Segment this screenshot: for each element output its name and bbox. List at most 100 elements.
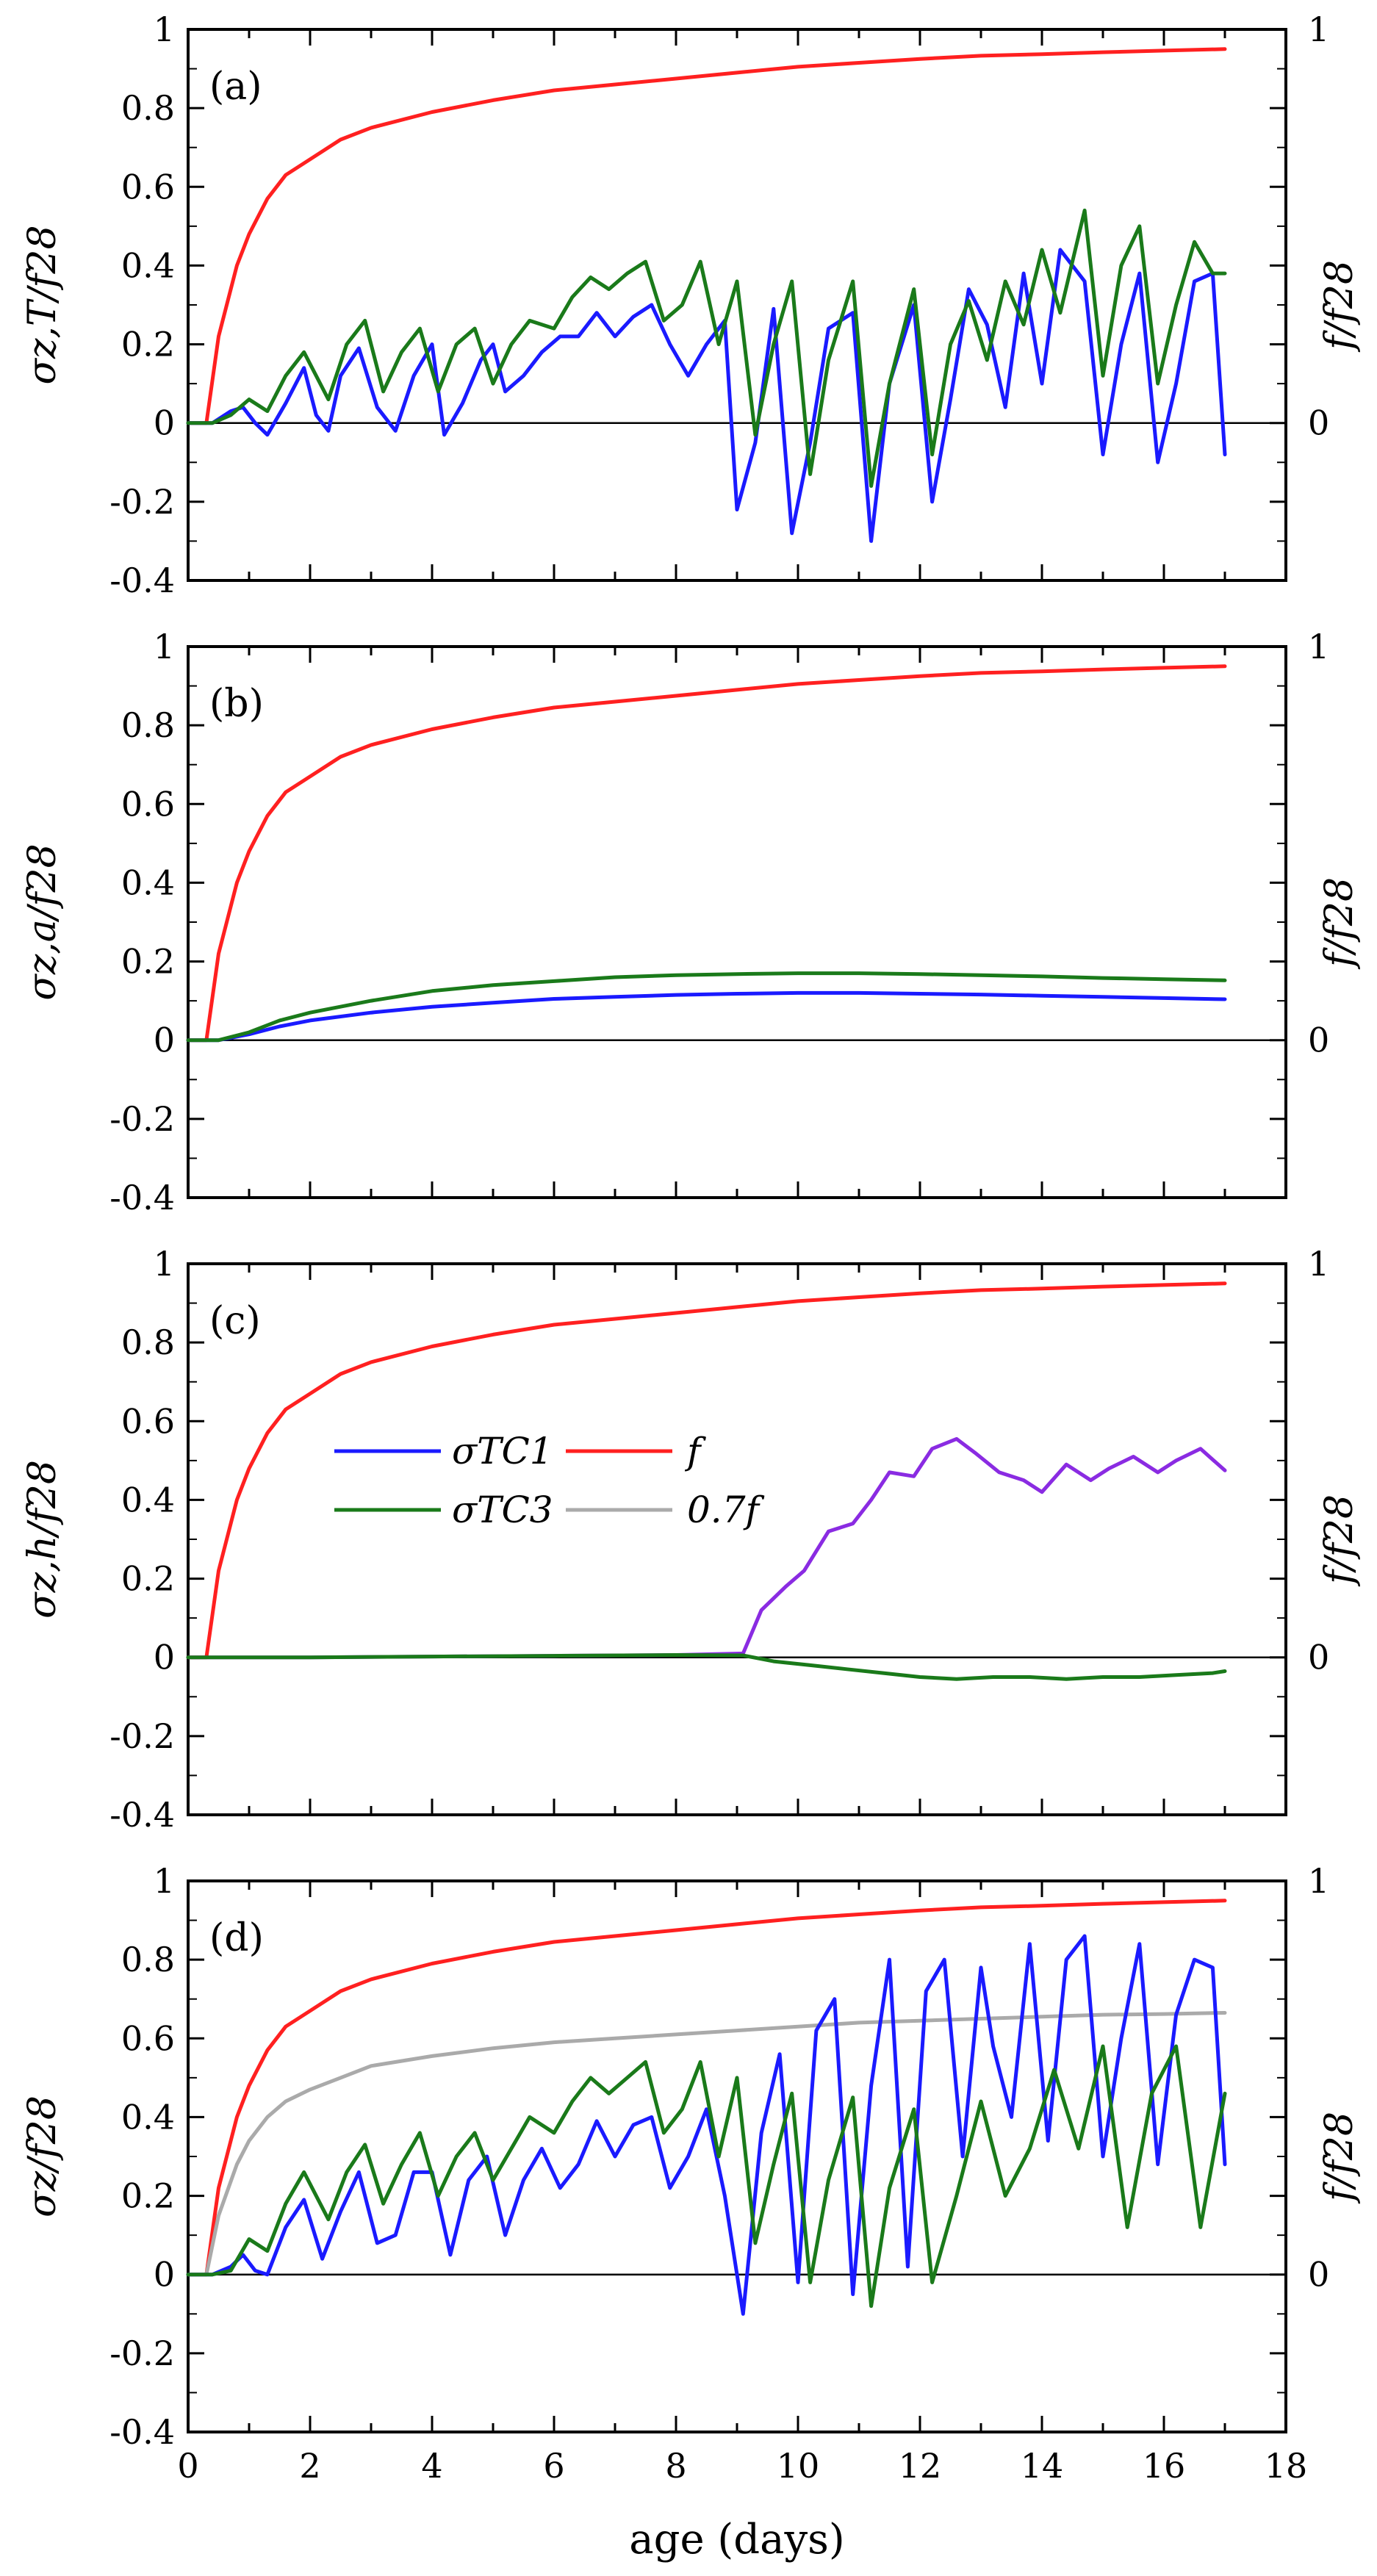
panel-b-yticks: 1 0.8 0.6 0.4 0.2 0 -0.2 -0.4 xyxy=(109,627,1286,1217)
panel-b-ytick-label: -0.4 xyxy=(109,1178,175,1217)
xtick-label: 14 xyxy=(1021,2446,1064,2486)
panel-b-ytick-label: 0.8 xyxy=(121,705,175,745)
panel-d-ytick-label: 0.4 xyxy=(121,2097,175,2137)
xtick-label: 6 xyxy=(543,2446,564,2486)
panel-a-ytick-label: -0.4 xyxy=(109,561,175,600)
xtick-label: 4 xyxy=(421,2446,442,2486)
legend: σTC1 f σTC3 0.7f xyxy=(334,1430,765,1531)
panel-d-ytick-label: 0.2 xyxy=(121,2176,175,2216)
panel-d-xtick-labels: 0 2 4 6 8 10 12 14 16 18 xyxy=(177,2446,1307,2486)
panel-d-series-sigma-tc1 xyxy=(186,1934,1227,2316)
panel-c: (c) σz,h/f28 f/f28 1 0.8 0.6 0.4 0.2 0 -0.2 -0.… xyxy=(21,1244,1362,1835)
panel-c-ytick-label: 0.8 xyxy=(121,1323,175,1362)
panel-d-yticks: 1 0.8 0.6 0.4 0.2 0 -0.2 -0.4 xyxy=(109,1861,1286,2452)
panel-b-xticks xyxy=(187,647,1287,1198)
panel-b-ytick-label: 0 xyxy=(154,1021,175,1060)
panel-d-xticks xyxy=(187,1881,1287,2432)
panel-d-frame xyxy=(187,1879,1287,2433)
panel-c-series-f xyxy=(186,1281,1227,1660)
panel-d-ytick-label: 0 xyxy=(154,2255,175,2295)
panel-b-ytick-label: -0.2 xyxy=(109,1099,175,1139)
panel-d-right-tick-label: 1 xyxy=(1308,1861,1329,1901)
panel-b-right-ticks: 10 xyxy=(1308,627,1329,1060)
xtick-label: 0 xyxy=(177,2446,198,2486)
panel-c-ytick-label: 0.4 xyxy=(121,1480,175,1519)
panel-a-ylabel-right: f/f28 xyxy=(1317,260,1362,353)
panel-b-series-sigma-tc1 xyxy=(186,990,1227,1043)
panel-c-series xyxy=(186,1281,1227,1681)
panel-b-series-f xyxy=(186,664,1227,1043)
panel-c-ytick-label: 0.2 xyxy=(121,1559,175,1599)
panel-d-label: (d) xyxy=(209,1916,264,1960)
panel-d-right-tick-label: 0 xyxy=(1308,2255,1329,2295)
panel-d-ylabel: σz/f28 xyxy=(21,2095,65,2217)
panel-c-series-purple xyxy=(186,1436,1227,1660)
panel-c-ytick-label: 0 xyxy=(154,1638,175,1677)
panel-a-right-tick-label: 1 xyxy=(1308,10,1329,49)
xtick-label: 16 xyxy=(1143,2446,1186,2486)
legend-label-f07: 0.7f xyxy=(687,1489,765,1531)
panel-b: (b) σz,a/f28 f/f28 1 0.8 0.6 0.4 0.2 0 -0.2 -0.… xyxy=(21,627,1362,1217)
panel-d-series-f xyxy=(186,1899,1227,2277)
panel-d-series xyxy=(186,1899,1227,2316)
panel-d-right-ticks: 10 xyxy=(1308,1861,1329,2295)
legend-label-sigma-tc1: σTC1 xyxy=(452,1430,553,1472)
panel-b-ytick-label: 0.6 xyxy=(121,784,175,824)
panel-a-right-ticks: 10 xyxy=(1308,10,1329,443)
panel-c-ylabel-right: f/f28 xyxy=(1317,1494,1362,1587)
panel-c-yticks: 1 0.8 0.6 0.4 0.2 0 -0.2 -0.4 xyxy=(109,1244,1286,1835)
xtick-label: 12 xyxy=(899,2446,942,2486)
panel-c-right-tick-label: 1 xyxy=(1308,1244,1329,1284)
panel-d-ytick-label: 0.8 xyxy=(121,1940,175,1979)
panel-d-series-sigma-tc3 xyxy=(186,2044,1227,2309)
panel-c-right-tick-label: 0 xyxy=(1308,1638,1329,1677)
panel-b-ylabel: σz,a/f28 xyxy=(21,843,65,1000)
xtick-label: 8 xyxy=(665,2446,686,2486)
panel-c-ytick-label: -0.2 xyxy=(109,1716,175,1756)
panel-a-ytick-label: 0.8 xyxy=(121,88,175,128)
panel-d-series-f07 xyxy=(186,2011,1227,2277)
panel-c-ytick-label: 0.6 xyxy=(121,1401,175,1441)
panel-c-ylabel: σz,h/f28 xyxy=(21,1460,65,1619)
panel-c-label: (c) xyxy=(209,1299,261,1343)
panel-d-ytick-label: 0.6 xyxy=(121,2018,175,2058)
panel-a-ytick-label: 0.6 xyxy=(121,167,175,206)
panel-b-ytick-label: 1 xyxy=(154,627,175,666)
xtick-label: 10 xyxy=(777,2446,820,2486)
panel-a-right-tick-label: 0 xyxy=(1308,403,1329,443)
panel-a-ytick-label: 0 xyxy=(154,403,175,443)
panel-d-ytick-label: -0.4 xyxy=(109,2412,175,2452)
panel-c-ytick-label: 1 xyxy=(154,1244,175,1284)
panel-b-ytick-label: 0.2 xyxy=(121,942,175,982)
panel-a-ytick-label: -0.2 xyxy=(109,482,175,522)
x-axis-label: age (days) xyxy=(629,2516,844,2564)
panel-d-ytick-label: 1 xyxy=(154,1861,175,1901)
panel-c-right-ticks: 10 xyxy=(1308,1244,1329,1677)
panel-a-label: (a) xyxy=(209,65,262,109)
panel-a-ytick-label: 0.2 xyxy=(121,325,175,364)
panel-a-ytick-label: 0.4 xyxy=(121,245,175,285)
panel-a-ylabel: σz,T/f28 xyxy=(21,225,65,384)
panel-a-yticks: 1 0.8 0.6 0.4 0.2 0 -0.2 -0.4 xyxy=(109,10,1286,600)
panel-c-xticks xyxy=(187,1264,1287,1815)
panel-b-label: (b) xyxy=(209,682,264,726)
xtick-label: 2 xyxy=(299,2446,320,2486)
panel-b-frame xyxy=(187,645,1287,1199)
panel-b-series xyxy=(186,664,1227,1043)
panel-a-series-sigma-tc3 xyxy=(186,208,1227,488)
panel-b-ytick-label: 0.4 xyxy=(121,863,175,902)
panel-b-right-tick-label: 0 xyxy=(1308,1021,1329,1060)
panel-c-frame xyxy=(187,1262,1287,1816)
panel-a-series xyxy=(186,47,1227,543)
panel-a-ytick-label: 1 xyxy=(154,10,175,49)
panel-d: (d) σz/f28 f/f28 10.80.60.40.20-0.2-0.4 … xyxy=(21,1861,1362,2486)
xtick-label: 18 xyxy=(1265,2446,1308,2486)
panel-c-series-sigma-tc3 xyxy=(186,1653,1227,1681)
panel-c-ytick-label: -0.4 xyxy=(109,1795,175,1835)
panel-a: (a) σz,T/f28 f/f28 1 0.8 0.6 0.4 0.2 0 -0.2 -0.… xyxy=(21,10,1362,600)
panel-d-ytick-label: -0.2 xyxy=(109,2334,175,2373)
legend-label-f: f xyxy=(684,1430,706,1472)
panel-b-series-sigma-tc3 xyxy=(186,971,1227,1043)
panel-b-right-tick-label: 1 xyxy=(1308,627,1329,666)
